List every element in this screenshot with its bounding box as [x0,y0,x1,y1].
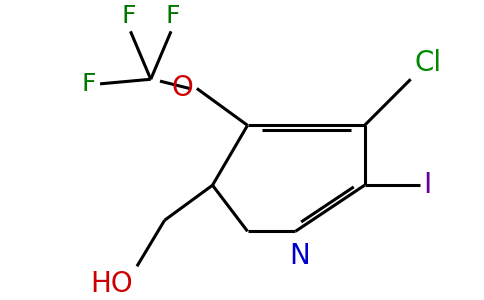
Text: HO: HO [91,270,133,298]
Text: Cl: Cl [414,50,441,77]
Text: N: N [290,242,310,270]
Text: F: F [82,72,96,96]
Text: I: I [424,171,432,199]
Text: F: F [166,4,180,28]
Text: O: O [171,74,193,103]
Text: F: F [121,4,136,28]
